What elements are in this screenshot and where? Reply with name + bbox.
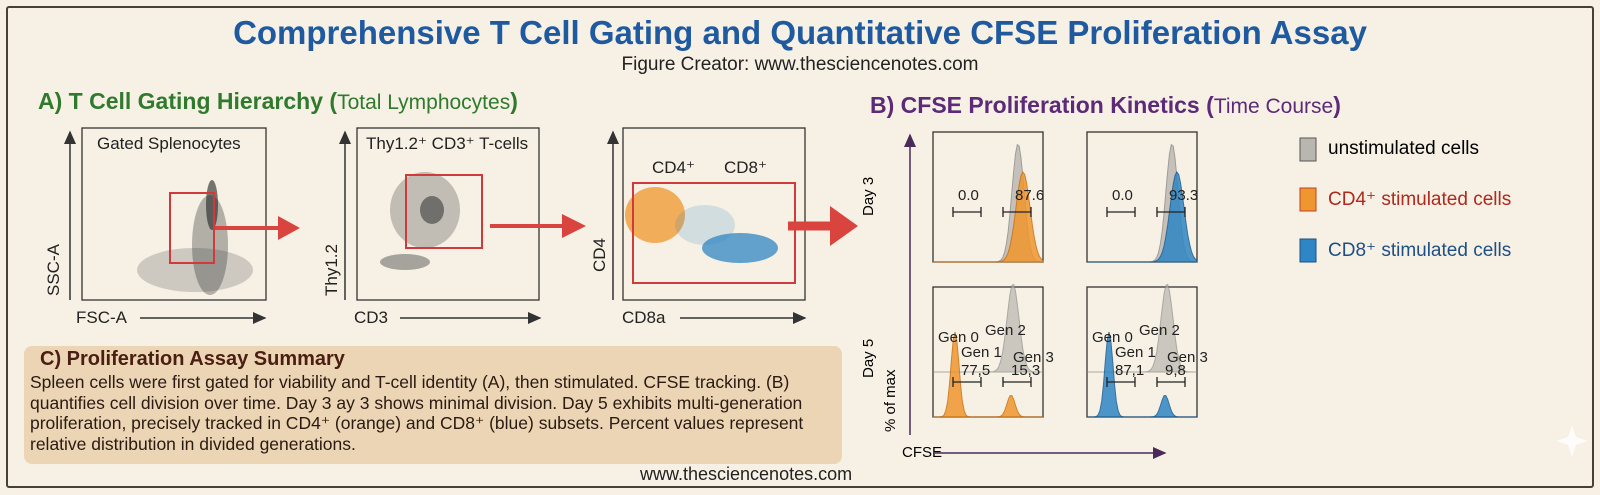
row-label-day3: Day 3 <box>860 176 877 216</box>
panel-b-title-main: B) CFSE Proliferation Kinetics ( <box>870 92 1214 118</box>
gen-label: Gen 0 <box>1092 329 1133 346</box>
gate-rectangle <box>405 174 483 249</box>
gen-label: Gen 1 <box>1115 344 1156 361</box>
gate-value: 87.6 <box>1015 187 1045 204</box>
panel-b-title: B) CFSE Proliferation Kinetics (Time Cou… <box>870 92 1341 119</box>
plot3-x-label: CD8a <box>622 308 666 327</box>
figure-creator: Figure Creator: www.thesciencenotes.com <box>621 54 979 75</box>
contour-density <box>192 195 228 295</box>
gen-label: Gen 1 <box>961 344 1002 361</box>
gate-value: 0.0 <box>1112 187 1133 204</box>
plot1-x-label: FSC-A <box>76 308 127 327</box>
plot-frame <box>622 127 806 301</box>
plot2-x-label: CD3 <box>354 308 389 327</box>
plot-cd4-cd8 <box>607 127 807 324</box>
histogram-gen3 <box>1087 394 1197 418</box>
panel-a-title-main: A) T Cell Gating Hierarchy ( <box>38 88 338 114</box>
plot2-y-label: Thy1.2 <box>322 244 341 296</box>
plot3-cd4-label: CD4⁺ <box>652 158 695 177</box>
plot1-y-label: SSC-A <box>44 244 63 296</box>
panel-c-title: C) Proliferation Assay Summary <box>40 348 345 370</box>
contour-density <box>137 248 253 292</box>
gate-rectangle <box>632 182 796 284</box>
histogram-gen3 <box>933 394 1043 418</box>
legend-unstimulated: unstimulated cells <box>1328 138 1480 159</box>
gate-value: 0.0 <box>958 187 979 204</box>
plot-frame <box>356 127 540 301</box>
gate-rectangle <box>169 192 215 264</box>
gate-bar <box>1002 207 1032 217</box>
gen-label: Gen 2 <box>1139 322 1180 339</box>
panel-a-title-end: ) <box>510 88 518 114</box>
b-x-axis-label: CFSE <box>902 444 943 461</box>
figure-border <box>6 6 1594 488</box>
row-label-day5: Day 5 <box>860 338 877 378</box>
cd8-scatter <box>675 205 735 245</box>
panel-c-body: Spleen cells were first gated for viabil… <box>30 372 804 454</box>
legend-cd8: CD8⁺ stimulated cells <box>1328 240 1512 261</box>
cd8-population <box>702 233 778 263</box>
footer-url: www.thesciencenotes.com <box>640 464 853 484</box>
histogram-stimulated <box>1087 171 1198 263</box>
gen-label: Gen 3 <box>1013 349 1054 366</box>
plot3-cd8-label: CD8⁺ <box>724 158 767 177</box>
sparkle-icon <box>1556 425 1588 457</box>
flow-arrow-head <box>278 216 300 240</box>
contour-density <box>206 180 218 230</box>
gen-label: Gen 2 <box>985 322 1026 339</box>
b-y-axis-label: % of max <box>882 369 899 432</box>
panel-a-title: A) T Cell Gating Hierarchy (Total Lympho… <box>38 88 518 115</box>
gate-value: 9,8 <box>1165 362 1186 379</box>
gate-value: 93.3 <box>1169 187 1199 204</box>
gen-label: Gen 3 <box>1167 349 1208 366</box>
gate-bar <box>1156 207 1186 217</box>
plot3-y-label: CD4 <box>590 237 609 272</box>
histogram-stimulated <box>933 171 1044 263</box>
legend-swatch-cd8 <box>1299 238 1317 263</box>
contour-density <box>420 196 444 224</box>
gate-value: 77,5 <box>961 362 991 379</box>
legend-swatch-cd4 <box>1299 187 1317 212</box>
flow-arrow-head <box>830 206 858 246</box>
gate-value: 87,1 <box>1115 362 1145 379</box>
contour-density <box>380 254 430 270</box>
legend-swatch-unstimulated <box>1299 137 1317 162</box>
gate-bar <box>1156 377 1186 387</box>
plot-frame <box>81 127 267 301</box>
figure-title: Comprehensive T Cell Gating and Quantita… <box>233 14 1367 51</box>
flow-arrow-head <box>562 214 586 238</box>
gate-bar <box>1106 377 1136 387</box>
gate-bar <box>1106 207 1136 217</box>
summary-highlight <box>24 346 842 464</box>
legend-cd4: CD4⁺ stimulated cells <box>1328 189 1512 210</box>
gate-value: 15,3 <box>1011 362 1041 379</box>
plot1-label: Gated Splenocytes <box>97 134 241 153</box>
gate-bar <box>1002 377 1032 387</box>
panel-a-title-sub: Total Lymphocytes <box>337 91 511 114</box>
plot-t-cells <box>339 127 542 324</box>
plot2-label: Thy1.2⁺ CD3⁺ T-cells <box>366 134 529 153</box>
panel-b-title-sub: Time Course <box>1213 95 1334 118</box>
cd4-population <box>625 187 685 243</box>
panel-b-title-end: ) <box>1333 92 1341 118</box>
gate-bar <box>952 207 982 217</box>
gen-label: Gen 0 <box>938 329 979 346</box>
plot-gated-splenocytes <box>64 127 267 324</box>
gate-bar <box>952 377 982 387</box>
